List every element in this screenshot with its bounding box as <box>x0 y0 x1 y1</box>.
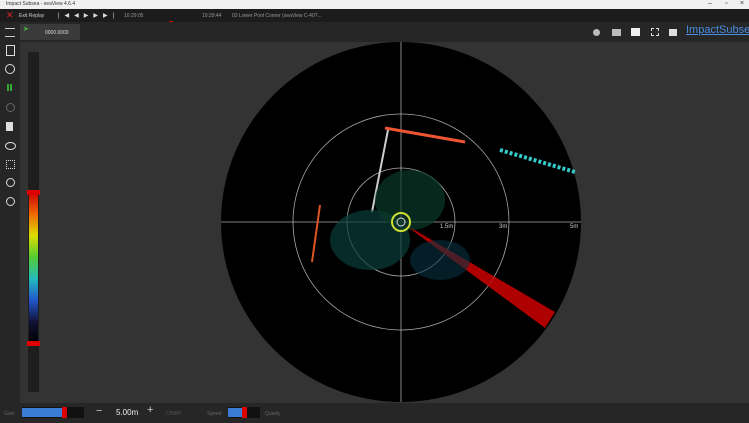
exit-replay-button[interactable]: Exit Replay <box>19 13 45 19</box>
range-increase[interactable]: + <box>147 404 154 416</box>
range-label: 3m <box>499 224 507 230</box>
end-time: 10:29:44 <box>202 13 222 19</box>
sonar-tab[interactable]: ➤ 0000.0000 <box>20 24 80 40</box>
range-label: 5m <box>570 224 578 230</box>
fit-button[interactable] <box>6 160 15 169</box>
close-button[interactable]: × <box>740 0 745 7</box>
sonar-head <box>396 217 406 227</box>
palette-max-handle[interactable] <box>27 190 40 195</box>
range-label: 1.5m <box>440 224 453 230</box>
echo <box>330 210 410 270</box>
color-palette <box>29 192 38 344</box>
menu-button[interactable] <box>5 28 15 37</box>
quality-label: Quality <box>265 411 281 417</box>
speed-handle <box>242 407 247 418</box>
record-button[interactable] <box>593 29 600 36</box>
snapshot-button[interactable] <box>631 28 640 36</box>
export-button[interactable] <box>6 45 15 56</box>
zoom-in-button[interactable] <box>6 178 15 187</box>
range-value: 5.00m <box>116 408 139 417</box>
speed-fill <box>228 408 242 417</box>
side-toolbar <box>0 22 20 403</box>
sonar-returns <box>311 126 576 280</box>
zoom-out-button[interactable] <box>6 197 15 206</box>
palette-min-handle[interactable] <box>27 341 40 346</box>
pause-button[interactable] <box>7 84 12 91</box>
window-title: Impact Subsea - seaView 4.6.4 <box>6 1 76 7</box>
gain-fill <box>22 408 62 417</box>
bottom-bar: Gain − 5.00m + CHIRP Speed Quality <box>0 403 749 423</box>
sonar-head <box>391 212 411 232</box>
gain-label: Gain <box>4 411 15 417</box>
echo <box>375 170 445 230</box>
gain-slider[interactable] <box>22 407 84 418</box>
chirp-label: CHIRP <box>166 411 182 417</box>
echo <box>410 240 470 280</box>
tab-counter: 0000.0000 <box>45 30 69 36</box>
start-time: 10:29:05 <box>124 13 144 19</box>
gain-handle <box>62 407 67 418</box>
maximize-button[interactable]: ▫ <box>725 0 728 7</box>
sonar-icon: ➤ <box>23 26 29 33</box>
range-decrease[interactable]: − <box>96 405 103 417</box>
echo <box>371 129 389 213</box>
fullscreen-button[interactable] <box>651 28 659 36</box>
settings-button[interactable] <box>5 64 15 74</box>
speed-slider[interactable] <box>228 407 260 418</box>
folder-button[interactable] <box>612 29 621 36</box>
playback-controls[interactable]: |◀◀▶▶▶| <box>58 13 120 19</box>
view-button[interactable] <box>5 142 16 150</box>
display-button[interactable] <box>669 29 677 36</box>
echo <box>499 148 576 174</box>
title-bar: Impact Subsea - seaView 4.6.4 – ▫ × <box>0 0 749 9</box>
refresh-button[interactable] <box>6 103 15 112</box>
echo <box>311 204 321 263</box>
file-name: 03 Lower Pool Corner (seaView C-40?... <box>232 13 322 19</box>
clear-button[interactable] <box>6 122 13 131</box>
minimize-button[interactable]: – <box>708 0 712 7</box>
speed-label: Speed <box>207 411 222 417</box>
exit-icon[interactable]: ✕ <box>6 10 14 20</box>
echo <box>384 126 466 144</box>
